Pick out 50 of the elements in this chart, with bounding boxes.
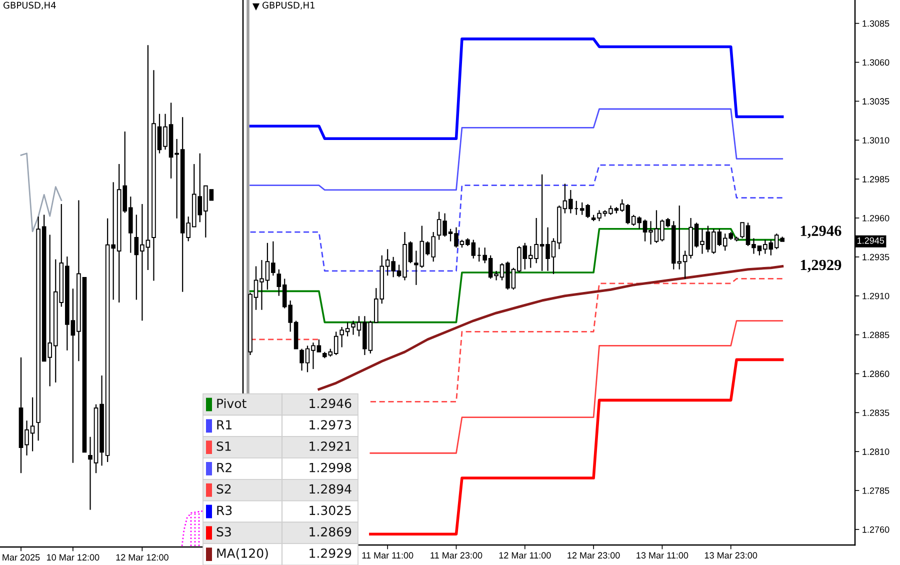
y-tick-label: 1.2785	[862, 487, 890, 494]
y-tick-label: 1.2910	[862, 292, 890, 300]
y-tick-label: 1.3085	[862, 20, 890, 27]
annotation: 1.2973	[310, 420, 351, 430]
x-tick-label: 13 Mar 11:00	[636, 552, 688, 559]
annotation: 1.2869	[310, 527, 352, 537]
annotation: 1.2998	[310, 462, 352, 472]
annotation: 1.3025	[310, 506, 351, 516]
y-tick-label: 1.2935	[862, 254, 890, 260]
x-tick-label: 11 Mar 23:00	[430, 552, 482, 559]
chart-title: GBPUSD,H1	[262, 2, 314, 10]
line-series	[370, 320, 784, 454]
legend-label: S2	[216, 484, 231, 494]
text: 1.2929	[310, 548, 352, 558]
x-tick-label: 11 Mar 11:00	[362, 552, 414, 559]
chart-title: GBPUSD,H4	[4, 2, 56, 10]
y-tick-label: 1.2885	[862, 332, 890, 338]
x-tick-label: 12 Mar 12:00	[116, 554, 168, 561]
x-tick-label: 13 Mar 23:00	[704, 552, 758, 559]
x-tick-label: Mar 2025	[2, 554, 40, 561]
y-tick-label: 1.2860	[862, 370, 890, 378]
y-tick-label: 1.3010	[862, 137, 890, 144]
y-tick-label: 1.2760	[862, 526, 890, 533]
line-series	[369, 358, 784, 536]
annotation: 1,2929	[800, 260, 842, 272]
legend-label: S1	[216, 441, 231, 451]
y-tick-label: 1.3035	[862, 98, 890, 105]
y-tick-label: 1.2835	[862, 410, 890, 416]
line-series	[318, 265, 784, 391]
line-series	[248, 38, 784, 140]
x-tick-label: 10 Mar 12:00	[47, 554, 100, 561]
annotation: 1.2894	[310, 484, 352, 494]
legend-label: R1	[217, 420, 232, 430]
annotation: 1,2946	[800, 226, 842, 238]
x-tick-label: 12 Mar 23:00	[568, 552, 620, 559]
legend-label: MA(120)	[217, 548, 268, 560]
y-tick-label: 1.2960	[862, 214, 890, 222]
legend-label: R2	[217, 462, 232, 472]
y-tick-label: 1.3060	[862, 59, 890, 66]
legend-label: S3	[216, 527, 231, 537]
line-series	[250, 108, 784, 191]
y-tick-label: 1.2985	[862, 176, 890, 182]
annotation: 1.2946	[310, 398, 352, 408]
annotation: 1.2921	[310, 441, 351, 451]
legend-label: R3	[217, 506, 232, 516]
legend-label: Pivot	[217, 398, 246, 408]
y-tick-label: 1.2810	[862, 448, 890, 455]
text: 1.2945	[858, 237, 884, 244]
x-tick-label: 12 Mar 11:00	[499, 552, 551, 559]
line-series	[250, 164, 784, 272]
